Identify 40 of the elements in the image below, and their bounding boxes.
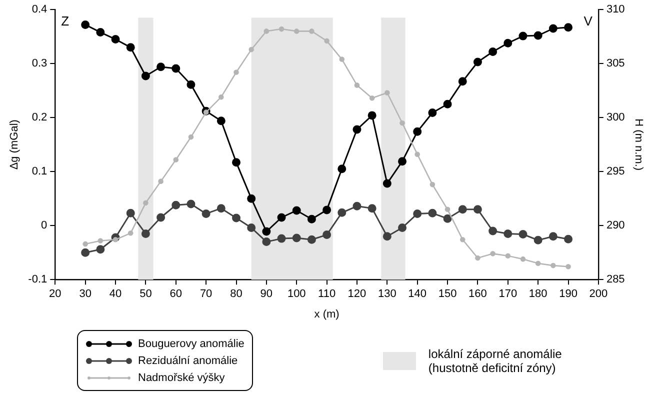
x-tick-label: 150: [438, 288, 457, 300]
y2-tick-label: 310: [606, 4, 625, 16]
x-tick-label: 40: [109, 288, 122, 300]
legend-label: Reziduální anomálie: [138, 354, 238, 366]
annotation: V: [584, 14, 593, 29]
x-tick-label: 130: [378, 288, 396, 300]
x-tick-label: 100: [287, 288, 306, 300]
x-tick-label: 60: [170, 288, 182, 300]
x-tick-label: 70: [200, 288, 212, 300]
x-tick-label: 180: [528, 288, 548, 300]
y-tick-label: 0.1: [32, 166, 48, 178]
legend-label: Bouguerovy anomálie: [138, 338, 244, 350]
y2-tick-label: 295: [606, 166, 625, 178]
y-tick-label: -0.1: [28, 274, 48, 286]
x-tick-label: 200: [589, 288, 608, 300]
x-tick-label: 20: [49, 288, 62, 300]
legend-label: lokální záporné anomálie (hustotně deficitní zóny): [428, 346, 563, 374]
y-tick-label: 0.3: [32, 58, 48, 70]
x-tick-label: 50: [140, 288, 152, 300]
x-tick-label: 170: [498, 288, 518, 300]
x-tick-label: 190: [559, 288, 578, 300]
x-tick-label: 80: [230, 288, 242, 300]
annotation: Z: [61, 14, 70, 29]
x-tick-label: 90: [260, 288, 273, 300]
y-tick-label: 0.2: [32, 112, 48, 124]
x-axis-title: x (m): [314, 308, 340, 320]
legend-label: Nadmořské výšky: [138, 372, 225, 384]
y-tick-label: 0.4: [32, 4, 48, 16]
y-axis-title: Δg (mGal): [8, 120, 21, 170]
x-tick-label: 120: [348, 288, 366, 300]
x-tick-label: 160: [468, 288, 487, 300]
y2-tick-label: 285: [606, 274, 625, 286]
y2-tick-label: 300: [606, 112, 625, 124]
y2-axis-title: H (m n.m.): [632, 118, 644, 171]
y2-tick-label: 305: [606, 58, 625, 70]
x-tick-label: 110: [318, 288, 336, 300]
y-tick-label: 0: [41, 220, 48, 232]
x-tick-label: 30: [79, 288, 92, 300]
y2-tick-label: 290: [606, 220, 625, 232]
x-tick-label: 140: [408, 288, 427, 300]
